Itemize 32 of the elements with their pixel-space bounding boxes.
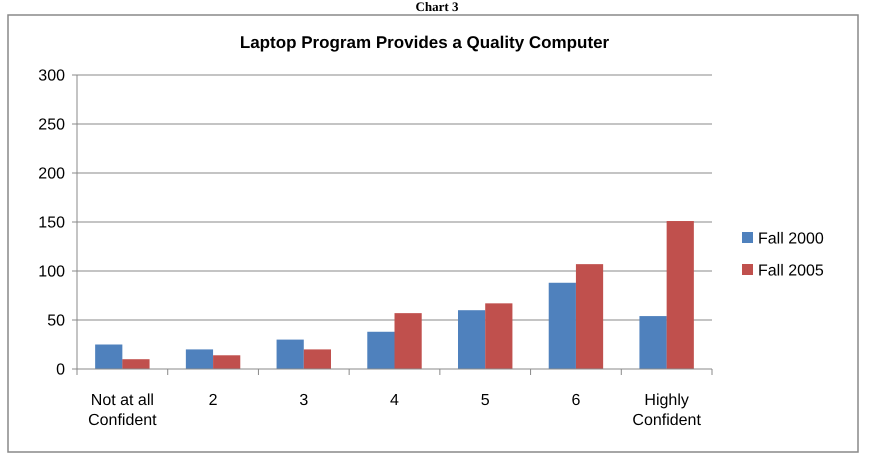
x-tick-label: 3	[299, 392, 308, 409]
bar	[548, 282, 576, 369]
y-tick-label: 150	[38, 214, 66, 232]
bar	[367, 332, 394, 369]
x-tick-label: Not at all Confident	[88, 392, 158, 429]
y-tick-label: 50	[47, 312, 66, 330]
bar	[576, 264, 604, 369]
bar	[394, 313, 422, 369]
x-tick-label: 4	[390, 392, 400, 409]
legend-label: Fall 2000	[758, 230, 824, 248]
bar	[485, 303, 512, 369]
bar	[276, 340, 304, 369]
bar	[186, 349, 214, 369]
bar	[666, 221, 694, 369]
y-tick-label: 200	[38, 166, 66, 183]
y-tick-label: 250	[38, 116, 66, 134]
x-tick-label: Highly Confident	[632, 392, 702, 429]
y-tick-label: 100	[38, 264, 66, 281]
bar	[304, 349, 331, 369]
x-tick-label: 6	[571, 392, 580, 409]
x-tick-label: 5	[480, 392, 490, 409]
bar	[213, 355, 240, 369]
bar	[122, 359, 150, 369]
y-tick-label: 300	[38, 68, 66, 85]
bar	[458, 310, 486, 369]
legend-label: Fall 2005	[758, 262, 824, 280]
x-tick-label: 2	[208, 392, 218, 409]
bar	[639, 316, 667, 369]
y-tick-label: 0	[56, 362, 66, 379]
caption: Chart 3	[416, 0, 459, 14]
chart-title: Laptop Program Provides a Quality Computer	[240, 33, 610, 52]
bar	[95, 344, 122, 369]
